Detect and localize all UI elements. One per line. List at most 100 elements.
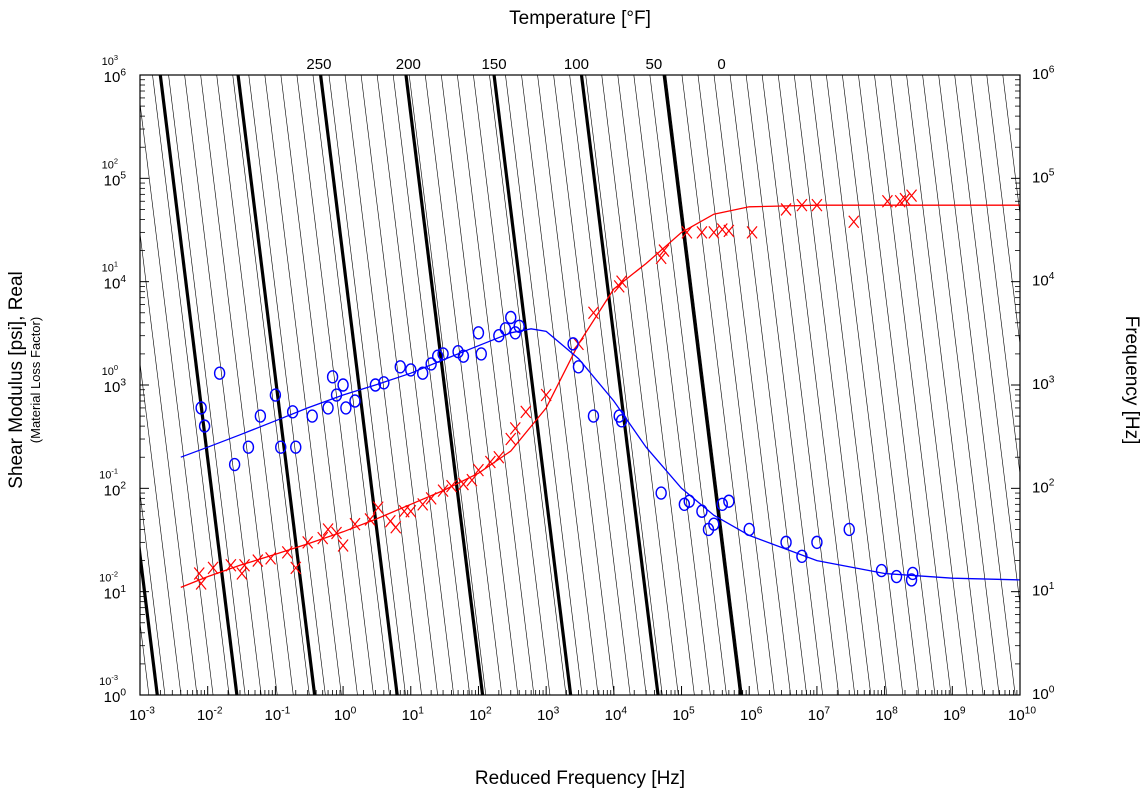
loss-factor-circle-point xyxy=(322,401,334,415)
isotherm-bold-line xyxy=(319,75,399,695)
loss-factor-circle-point xyxy=(337,378,349,392)
x-tick-label: 10-1 xyxy=(265,705,291,724)
x-tick-label: 100 xyxy=(334,705,357,724)
modulus-x-point xyxy=(588,306,599,320)
isotherm-thin-line xyxy=(184,75,262,695)
isotherm-thin-line xyxy=(521,75,599,695)
loss-factor-tick-label: 10-1 xyxy=(99,466,118,481)
loss_factor-fit-curve xyxy=(180,328,1020,581)
modulus-x-point xyxy=(881,194,893,208)
modulus-x-point xyxy=(616,275,628,289)
modulus-x-point xyxy=(696,225,708,239)
isotherm-thin-line xyxy=(457,75,535,695)
modulus-x-point xyxy=(658,244,670,257)
loss-factor-circle-point xyxy=(743,522,755,537)
isotherm-thin-line xyxy=(344,75,422,695)
loss-factor-tick-label: 100 xyxy=(102,363,118,378)
isotherm-bold-line xyxy=(236,75,317,695)
modulus-x-point xyxy=(317,531,329,545)
x-tick-label: 105 xyxy=(672,705,695,724)
isotherm-thin-line xyxy=(585,75,663,695)
isotherm-thin-line xyxy=(986,75,1020,347)
loss-factor-circle-point xyxy=(716,497,728,512)
isotherm-thin-line xyxy=(842,75,920,695)
isotherm-bold-line xyxy=(492,75,573,695)
isotherm-thin-line xyxy=(441,75,519,695)
loss-factor-circle-point xyxy=(615,414,628,428)
loss-factor-circle-point xyxy=(369,378,382,392)
isotherm-thin-line xyxy=(376,75,455,695)
y-axis-title: Shear Modulus [psi], Real xyxy=(6,271,27,489)
loss-factor-circle-point xyxy=(416,366,429,380)
isotherm-thin-line xyxy=(938,75,1016,695)
isotherm-thin-line xyxy=(793,75,872,695)
loss-factor-circle-point xyxy=(437,347,449,361)
modulus-x-point xyxy=(195,577,207,590)
modulus-x-point xyxy=(716,223,728,236)
modulus-x-point xyxy=(505,432,517,446)
x-tick-label: 104 xyxy=(605,705,628,724)
isotherm-thin-line xyxy=(874,75,952,695)
right-tick-label: 100 xyxy=(1032,684,1055,703)
loss-factor-circle-point xyxy=(708,517,720,531)
isotherm-bold-line xyxy=(404,75,485,695)
modulus-x-point xyxy=(322,523,334,536)
isotherm-thin-line xyxy=(328,75,406,695)
loss-factor-circle-point xyxy=(269,388,282,402)
isotherm-thin-line xyxy=(312,75,390,695)
isotherm-thin-line xyxy=(152,75,230,695)
loss-factor-circle-point xyxy=(432,349,444,363)
isotherm-thin-line xyxy=(713,75,791,695)
isotherm-thin-line xyxy=(649,75,727,695)
x-tick-label: 109 xyxy=(943,705,966,724)
loss-factor-circle-point xyxy=(475,347,487,361)
modulus-x-point xyxy=(281,545,293,559)
x-tick-label: 10-3 xyxy=(129,705,155,724)
right-tick-label: 106 xyxy=(1032,64,1055,83)
isotherm-thin-line xyxy=(392,75,471,695)
loss-factor-tick-label: 10-3 xyxy=(99,673,118,688)
modulus-x-point xyxy=(848,215,860,229)
isotherm-thin-line xyxy=(601,75,679,695)
y-tick-label: 103 xyxy=(104,377,127,396)
modulus-x-point xyxy=(225,558,237,572)
isotherm-thin-line xyxy=(408,75,487,695)
temperature-tick-label: 50 xyxy=(646,56,663,73)
x-tick-label: 102 xyxy=(469,705,492,724)
modulus-x-point xyxy=(302,535,314,549)
isotherm-bold-line xyxy=(158,75,239,695)
isotherm-thin-line xyxy=(633,75,711,695)
loss-factor-circle-point xyxy=(499,322,512,336)
modulus-x-point xyxy=(417,497,429,511)
loss-factor-circle-point xyxy=(378,376,390,390)
loss-factor-circle-point xyxy=(275,440,287,454)
modulus-x-point xyxy=(509,422,521,435)
x-tick-label: 107 xyxy=(808,705,831,724)
loss-factor-tick-label: 102 xyxy=(102,156,118,171)
isotherm-thin-line xyxy=(826,75,904,695)
isotherm-thin-line xyxy=(360,75,438,695)
modulus-x-point xyxy=(207,561,219,575)
modulus-x-point xyxy=(906,189,918,203)
modulus-x-point xyxy=(265,551,277,565)
modulus-x-point xyxy=(466,473,478,487)
isotherm-thin-line xyxy=(553,75,631,695)
loss-factor-circle-point xyxy=(198,419,211,433)
modulus-x-point xyxy=(239,558,250,572)
isotherm-thin-line xyxy=(232,75,310,695)
modulus-x-point xyxy=(493,450,505,464)
isotherm-thin-line xyxy=(665,75,743,695)
isotherm-thin-line xyxy=(280,75,358,695)
modulus-x-point xyxy=(349,517,361,531)
modulus-x-point xyxy=(252,554,264,567)
isotherm-thin-line xyxy=(858,75,936,695)
temperature-tick-label: 250 xyxy=(306,56,331,73)
top-axis-title: Temperature [°F] xyxy=(509,8,651,29)
isotherm-thin-line xyxy=(424,75,503,695)
isotherm-thin-line xyxy=(537,75,615,695)
right-axis-title: Frequency [Hz] xyxy=(1121,316,1142,445)
modulus-x-point xyxy=(520,405,532,419)
isotherm-thin-line xyxy=(697,75,775,695)
loss-factor-circle-point xyxy=(780,535,792,550)
